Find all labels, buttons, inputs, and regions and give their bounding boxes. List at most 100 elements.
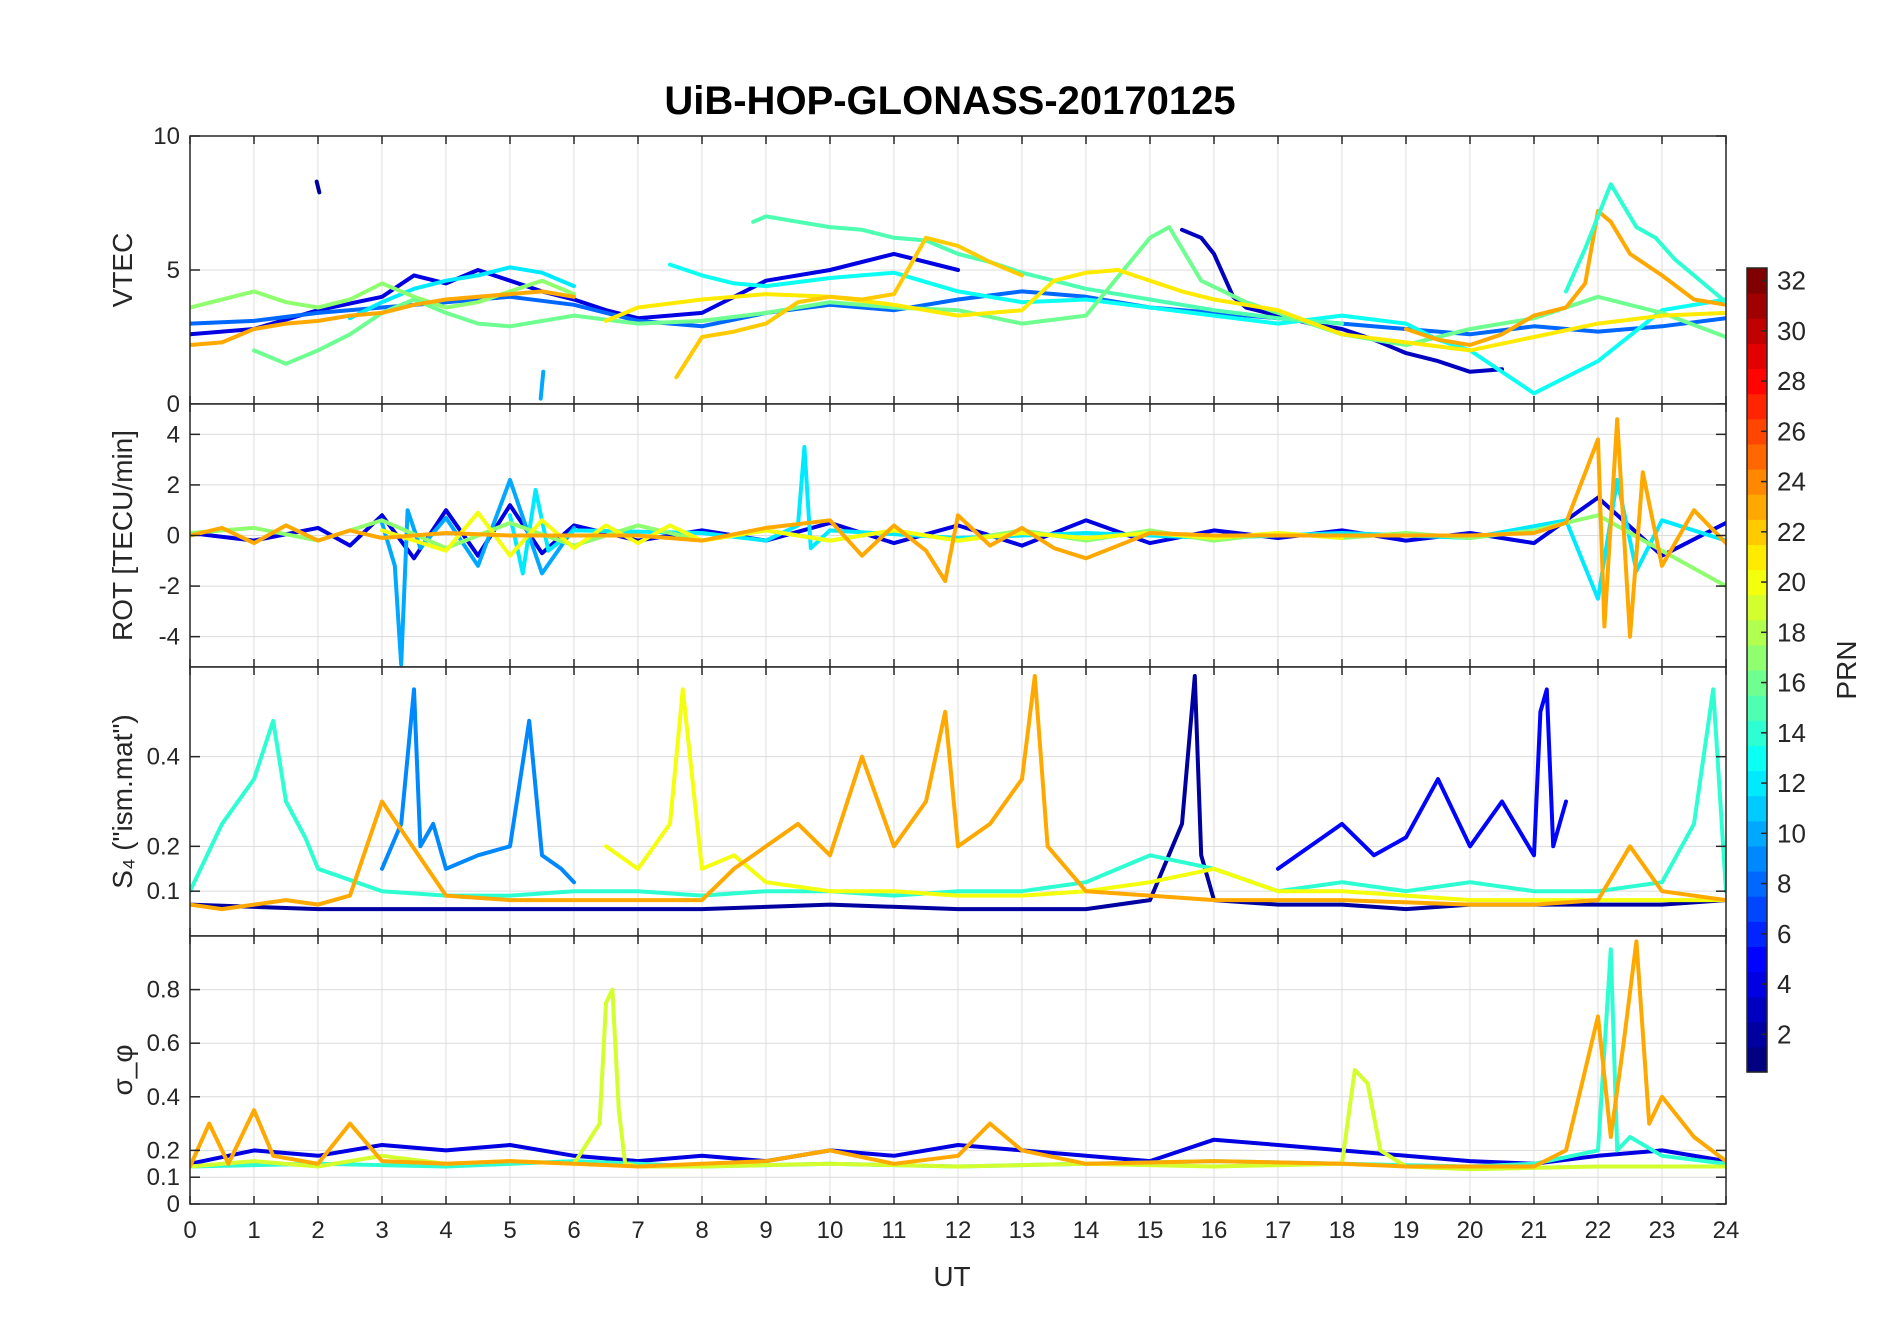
x-tick-label: 4 [439, 1217, 452, 1244]
x-tick-label: 16 [1201, 1217, 1228, 1244]
x-tick-label: 14 [1073, 1217, 1100, 1244]
colorbar-tick-label: 10 [1777, 818, 1806, 848]
colorbar-segment [1747, 695, 1767, 721]
y-tick-label: 0.1 [147, 878, 180, 905]
y-tick-label: 0.2 [147, 833, 180, 860]
colorbar-segment [1747, 896, 1767, 922]
colorbar-tick-label: 8 [1777, 869, 1791, 899]
x-tick-label: 3 [375, 1217, 388, 1244]
colorbar-segment [1747, 1021, 1767, 1048]
x-tick-label: 2 [311, 1217, 324, 1244]
y-tick-label: -2 [159, 573, 180, 600]
x-tick-label: 17 [1265, 1217, 1292, 1244]
x-tick-label: 19 [1393, 1217, 1420, 1244]
x-axis-label: UT [933, 1261, 970, 1292]
series-line-prn-23 [190, 939, 1726, 1169]
panel-2: -4 -2 0 2 4 ROT [TECU/min] [107, 403, 1727, 668]
y-axis-label: σ_φ [107, 1044, 138, 1095]
colorbar-segment [1747, 670, 1767, 696]
colorbar-tick-label: 16 [1777, 668, 1806, 698]
series-line-prn-12 [348, 265, 576, 321]
series-line-prn-17 [190, 278, 576, 310]
x-tick-label: 0 [183, 1217, 196, 1244]
panel-3: 0.1 0.2 0.4 S₄ ("ism.mat") [107, 666, 1727, 937]
series-line-prn-4 [190, 1137, 1726, 1166]
series-line-prn-15 [751, 214, 1344, 326]
y-tick-label: 10 [153, 123, 180, 150]
colorbar-tick-label: 4 [1777, 969, 1791, 999]
series-line-prn-23 [190, 417, 1726, 639]
colorbar-tick-label: 12 [1777, 768, 1806, 798]
colorbar-segment [1747, 996, 1767, 1023]
series-group [190, 939, 1726, 1172]
colorbar-segment [1747, 343, 1767, 370]
colorbar-segment [1747, 569, 1767, 596]
colorbar-frame [1746, 267, 1768, 1073]
colorbar-segment [1747, 644, 1767, 671]
y-tick-label: 0.1 [147, 1164, 180, 1191]
x-tick-label: 13 [1009, 1217, 1036, 1244]
y-axis-label: S₄ ("ism.mat") [107, 714, 138, 888]
colorbar-segment [1747, 921, 1767, 947]
y-tick-label: 0.4 [147, 1084, 180, 1111]
colorbar-tick-label: 22 [1777, 517, 1806, 547]
y-tick-label: 2 [167, 472, 180, 499]
x-tick-label: 6 [567, 1217, 580, 1244]
colorbar-segment [1747, 519, 1767, 545]
y-axis-label: VTEC [107, 233, 138, 308]
series-line-prn-14 [190, 687, 1726, 898]
colorbar-tick-label: 32 [1777, 266, 1806, 296]
x-tick-label: 23 [1649, 1217, 1676, 1244]
series-line-prn-23 [190, 289, 576, 347]
x-tick-label: 15 [1137, 1217, 1164, 1244]
y-tick-label: 0.2 [147, 1137, 180, 1164]
colorbar-segment [1747, 946, 1767, 973]
x-axis: 0 1 2 3 4 5 6 7 8 9 10 11 12 13 14 15 16 17 18 19 20 21 22 23 24 [183, 1217, 1739, 1244]
x-tick-label: 7 [631, 1217, 644, 1244]
y-tick-label: 0 [167, 523, 180, 550]
x-tick-label: 1 [247, 1217, 260, 1244]
y-tick-label: 0.8 [147, 977, 180, 1004]
colorbar-segment [1747, 820, 1767, 847]
colorbar-segment [1747, 443, 1767, 470]
colorbar-segment [1747, 393, 1767, 420]
y-tick-label: 0.6 [147, 1030, 180, 1057]
colorbar-segment [1747, 770, 1767, 797]
colorbar-tick-label: 6 [1777, 919, 1791, 949]
colorbar-tick-label: 26 [1777, 416, 1806, 446]
series-line-prn-23 [190, 674, 1726, 912]
colorbar-segment [1747, 745, 1767, 772]
colorbar-segment [1747, 971, 1767, 998]
colorbar-segment [1747, 293, 1767, 319]
series-line-prn-8 [190, 289, 1726, 337]
colorbar-tick-label: 2 [1777, 1019, 1791, 1049]
series-line-prn-20 [604, 687, 1726, 903]
x-tick-label: 10 [817, 1217, 844, 1244]
colorbar-segment [1747, 418, 1767, 445]
series-line-prn-13 [668, 262, 1726, 396]
colorbar-segment [1747, 494, 1767, 520]
series-group [190, 417, 1726, 667]
series-group [190, 179, 1726, 401]
colorbar-segment [1747, 1046, 1767, 1073]
colorbar-tick-label: 20 [1777, 567, 1806, 597]
colorbar-segment [1747, 720, 1767, 746]
x-tick-label: 11 [882, 1217, 907, 1244]
colorbar-tick-label: 18 [1777, 617, 1806, 647]
series-line-prn-21 [604, 268, 1726, 353]
colorbar-segment [1747, 795, 1767, 822]
colorbar-tick-label: 30 [1777, 316, 1806, 346]
colorbar-segment [1747, 268, 1767, 294]
colorbar-segment [1747, 594, 1767, 621]
x-tick-label: 18 [1329, 1217, 1356, 1244]
colorbar-segment [1747, 871, 1767, 897]
colorbar-segment [1747, 619, 1767, 646]
y-tick-label: 4 [167, 421, 180, 448]
x-tick-label: 8 [695, 1217, 708, 1244]
colorbar-segment [1747, 544, 1767, 571]
x-tick-label: 20 [1457, 1217, 1484, 1244]
y-tick-label: 5 [167, 257, 180, 284]
